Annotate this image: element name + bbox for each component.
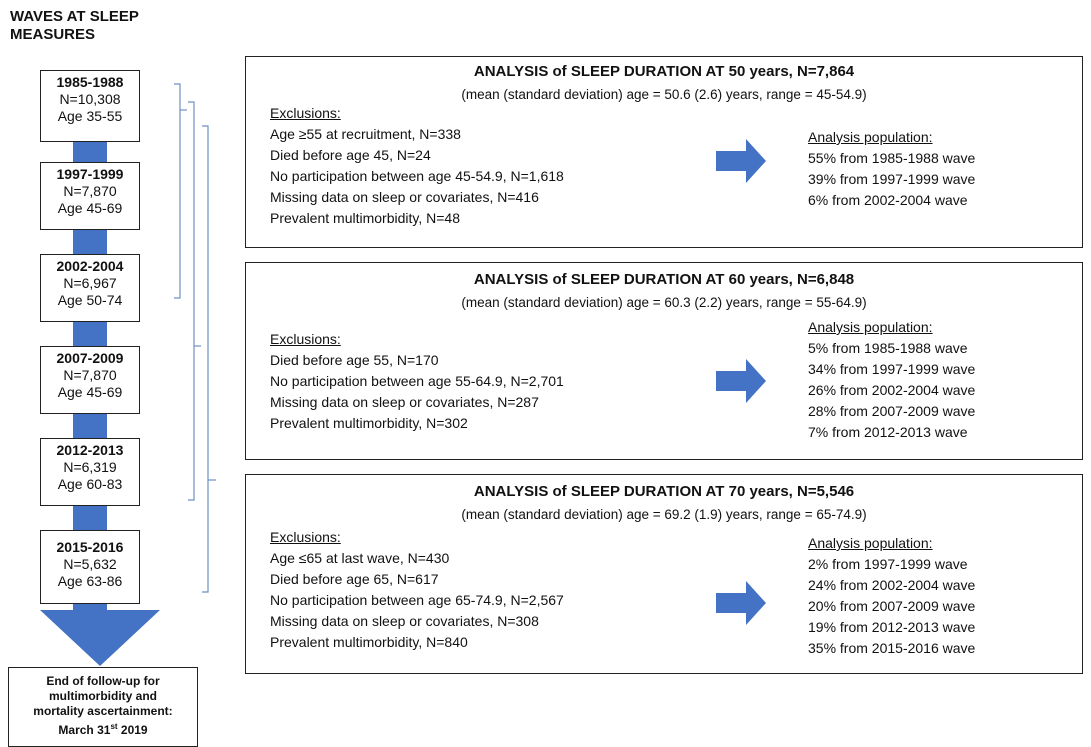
analysis-panel-50: ANALYSIS of SLEEP DURATION AT 50 years, … <box>245 56 1083 248</box>
end-line: mortality ascertainment: <box>33 704 173 718</box>
exclusions-header: Exclusions: <box>270 331 341 347</box>
exclusion-item: No participation between age 65-74.9, N=… <box>270 592 564 608</box>
population-item: 19% from 2012-2013 wave <box>808 619 976 635</box>
exclusions-list: Exclusions: Age ≥55 at recruitment, N=33… <box>270 103 564 229</box>
bracket-60 <box>188 101 195 501</box>
wave-n: N=10,308 <box>59 91 121 107</box>
wave-age: Age 63-86 <box>57 573 123 589</box>
timeline-bar <box>73 604 107 614</box>
arrow-right-icon <box>716 359 766 403</box>
analysis-panel-60: ANALYSIS of SLEEP DURATION AT 60 years, … <box>245 262 1083 460</box>
population-item: 6% from 2002-2004 wave <box>808 192 968 208</box>
wave-box: 2002-2004 N=6,967 Age 50-74 <box>40 254 140 322</box>
analysis-panel-70: ANALYSIS of SLEEP DURATION AT 70 years, … <box>245 474 1083 674</box>
end-of-follow-up-box: End of follow-up for multimorbidity and … <box>8 667 198 747</box>
bracket-70 <box>202 125 209 593</box>
population-item: 7% from 2012-2013 wave <box>808 424 968 440</box>
panel-subtitle: (mean (standard deviation) age = 50.6 (2… <box>461 87 867 102</box>
wave-box: 2015-2016 N=5,632 Age 63-86 <box>40 530 140 604</box>
panel-subtitle: (mean (standard deviation) age = 69.2 (1… <box>461 507 867 522</box>
wave-n: N=5,632 <box>63 556 117 572</box>
panel-title: ANALYSIS of SLEEP DURATION AT 50 years, … <box>473 63 855 80</box>
exclusion-item: Missing data on sleep or covariates, N=3… <box>270 613 539 629</box>
arrow-right-icon <box>716 139 766 183</box>
wave-box: 1985-1988 N=10,308 Age 35-55 <box>40 70 140 142</box>
exclusion-item: Age ≥55 at recruitment, N=338 <box>270 126 461 142</box>
exclusion-item: Missing data on sleep or covariates, N=4… <box>270 189 539 205</box>
timeline-bar <box>73 141 107 162</box>
population-item: 39% from 1997-1999 wave <box>808 171 976 187</box>
wave-years: 1985-1988 <box>56 74 124 90</box>
exclusion-item: Prevalent multimorbidity, N=48 <box>270 210 460 226</box>
population-item: 2% from 1997-1999 wave <box>808 556 968 572</box>
timeline-end-arrow <box>40 610 160 666</box>
wave-n: N=6,967 <box>63 275 117 291</box>
exclusion-item: Prevalent multimorbidity, N=840 <box>270 634 468 650</box>
population-item: 34% from 1997-1999 wave <box>808 361 976 377</box>
exclusion-item: Age ≤65 at last wave, N=430 <box>270 550 450 566</box>
wave-brackets <box>174 83 216 593</box>
timeline-bar <box>73 414 107 438</box>
timeline-bar <box>73 506 107 530</box>
wave-box: 2007-2009 N=7,870 Age 45-69 <box>40 346 140 414</box>
population-item: 28% from 2007-2009 wave <box>808 403 976 419</box>
wave-age: Age 45-69 <box>57 384 123 400</box>
diagram-title: WAVES AT SLEEP MEASURES <box>10 8 139 43</box>
exclusion-item: No participation between age 55-64.9, N=… <box>270 373 564 389</box>
wave-box: 2012-2013 N=6,319 Age 60-83 <box>40 438 140 506</box>
wave-years: 1997-1999 <box>56 166 124 182</box>
end-line: multimorbidity and <box>49 689 157 703</box>
exclusion-item: Prevalent multimorbidity, N=302 <box>270 415 468 431</box>
wave-box: 1997-1999 N=7,870 Age 45-69 <box>40 162 140 230</box>
population-list: Analysis population: 2% from 1997-1999 w… <box>808 533 975 659</box>
wave-years: 2007-2009 <box>56 350 124 366</box>
exclusions-header: Exclusions: <box>270 529 341 545</box>
exclusion-item: Died before age 65, N=617 <box>270 571 439 587</box>
wave-years: 2012-2013 <box>56 442 124 458</box>
population-item: 55% from 1985-1988 wave <box>808 150 976 166</box>
panel-title: ANALYSIS of SLEEP DURATION AT 60 years, … <box>473 271 855 288</box>
population-item: 20% from 2007-2009 wave <box>808 598 976 614</box>
panel-title: ANALYSIS of SLEEP DURATION AT 70 years, … <box>473 483 855 500</box>
wave-years: 2015-2016 <box>56 539 124 555</box>
exclusions-list: Exclusions: Age ≤65 at last wave, N=430 … <box>270 527 564 653</box>
exclusion-item: Died before age 55, N=170 <box>270 352 439 368</box>
wave-years: 2002-2004 <box>56 258 124 274</box>
wave-age: Age 60-83 <box>57 476 123 492</box>
arrow-right-icon <box>716 581 766 625</box>
population-header: Analysis population: <box>808 129 933 145</box>
timeline-bar <box>73 322 107 346</box>
bracket-50 <box>174 83 181 299</box>
wave-age: Age 45-69 <box>57 200 123 216</box>
end-date: March 31st 2019 <box>58 722 148 737</box>
exclusion-item: No participation between age 45-54.9, N=… <box>270 168 564 184</box>
population-item: 35% from 2015-2016 wave <box>808 640 976 656</box>
population-list: Analysis population: 55% from 1985-1988 … <box>808 127 975 211</box>
wave-n: N=7,870 <box>63 183 117 199</box>
timeline-bar <box>73 230 107 254</box>
exclusions-header: Exclusions: <box>270 105 341 121</box>
wave-n: N=7,870 <box>63 367 117 383</box>
exclusions-list: Exclusions: Died before age 55, N=170 No… <box>270 329 564 434</box>
wave-n: N=6,319 <box>63 459 117 475</box>
exclusion-item: Missing data on sleep or covariates, N=2… <box>270 394 539 410</box>
population-header: Analysis population: <box>808 535 933 551</box>
population-item: 5% from 1985-1988 wave <box>808 340 968 356</box>
population-list: Analysis population: 5% from 1985-1988 w… <box>808 317 975 443</box>
population-header: Analysis population: <box>808 319 933 335</box>
wave-age: Age 50-74 <box>57 292 123 308</box>
exclusion-item: Died before age 45, N=24 <box>270 147 431 163</box>
panel-subtitle: (mean (standard deviation) age = 60.3 (2… <box>461 295 867 310</box>
end-line: End of follow-up for <box>46 674 160 688</box>
population-item: 24% from 2002-2004 wave <box>808 577 976 593</box>
wave-age: Age 35-55 <box>57 108 123 124</box>
population-item: 26% from 2002-2004 wave <box>808 382 976 398</box>
